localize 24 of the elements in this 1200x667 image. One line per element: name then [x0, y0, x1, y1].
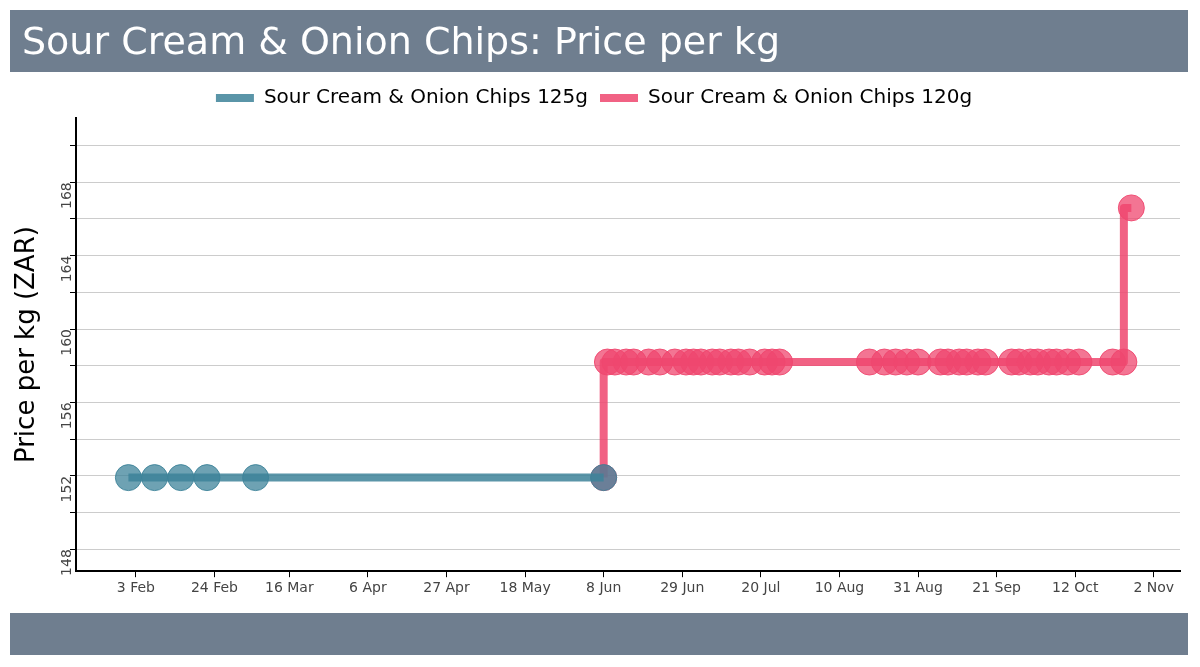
- x-tick-label: 16 Mar: [264, 579, 314, 596]
- x-tick-label: 24 Feb: [190, 579, 239, 596]
- x-tick-label: 3 Feb: [116, 579, 156, 596]
- legend-label: Sour Cream & Onion Chips 125g: [263, 84, 589, 109]
- x-tick-label: 21 Sep: [972, 579, 1022, 596]
- y-tick-label: 168: [57, 182, 74, 209]
- x-tick-label: 31 Aug: [893, 579, 943, 596]
- y-tick-label: 160: [57, 329, 74, 356]
- x-tick-label: 8 Jun: [586, 579, 622, 596]
- y-tick-label: 164: [57, 255, 74, 283]
- x-tick-label: 12 Oct: [1051, 579, 1099, 596]
- x-tick-label: 18 May: [499, 579, 551, 596]
- x-tick-label: 6 Apr: [349, 579, 387, 596]
- x-tick-label: 20 Jul: [741, 579, 781, 596]
- x-tick-label: 2 Nov: [1133, 579, 1175, 596]
- x-tick-label: 27 Apr: [423, 579, 470, 596]
- y-tick-label: 152: [57, 475, 74, 503]
- legend-label: Sour Cream & Onion Chips 120g: [648, 84, 973, 109]
- x-tick-label: 29 Jun: [660, 579, 705, 596]
- y-tick-label: 148: [57, 549, 74, 576]
- y-axis-title: Price per kg (ZAR): [10, 226, 41, 464]
- x-tick-label: 10 Aug: [814, 579, 865, 596]
- y-tick-label: 156: [57, 402, 74, 430]
- chart-title: Sour Cream & Onion Chips: Price per kg: [10, 10, 1188, 72]
